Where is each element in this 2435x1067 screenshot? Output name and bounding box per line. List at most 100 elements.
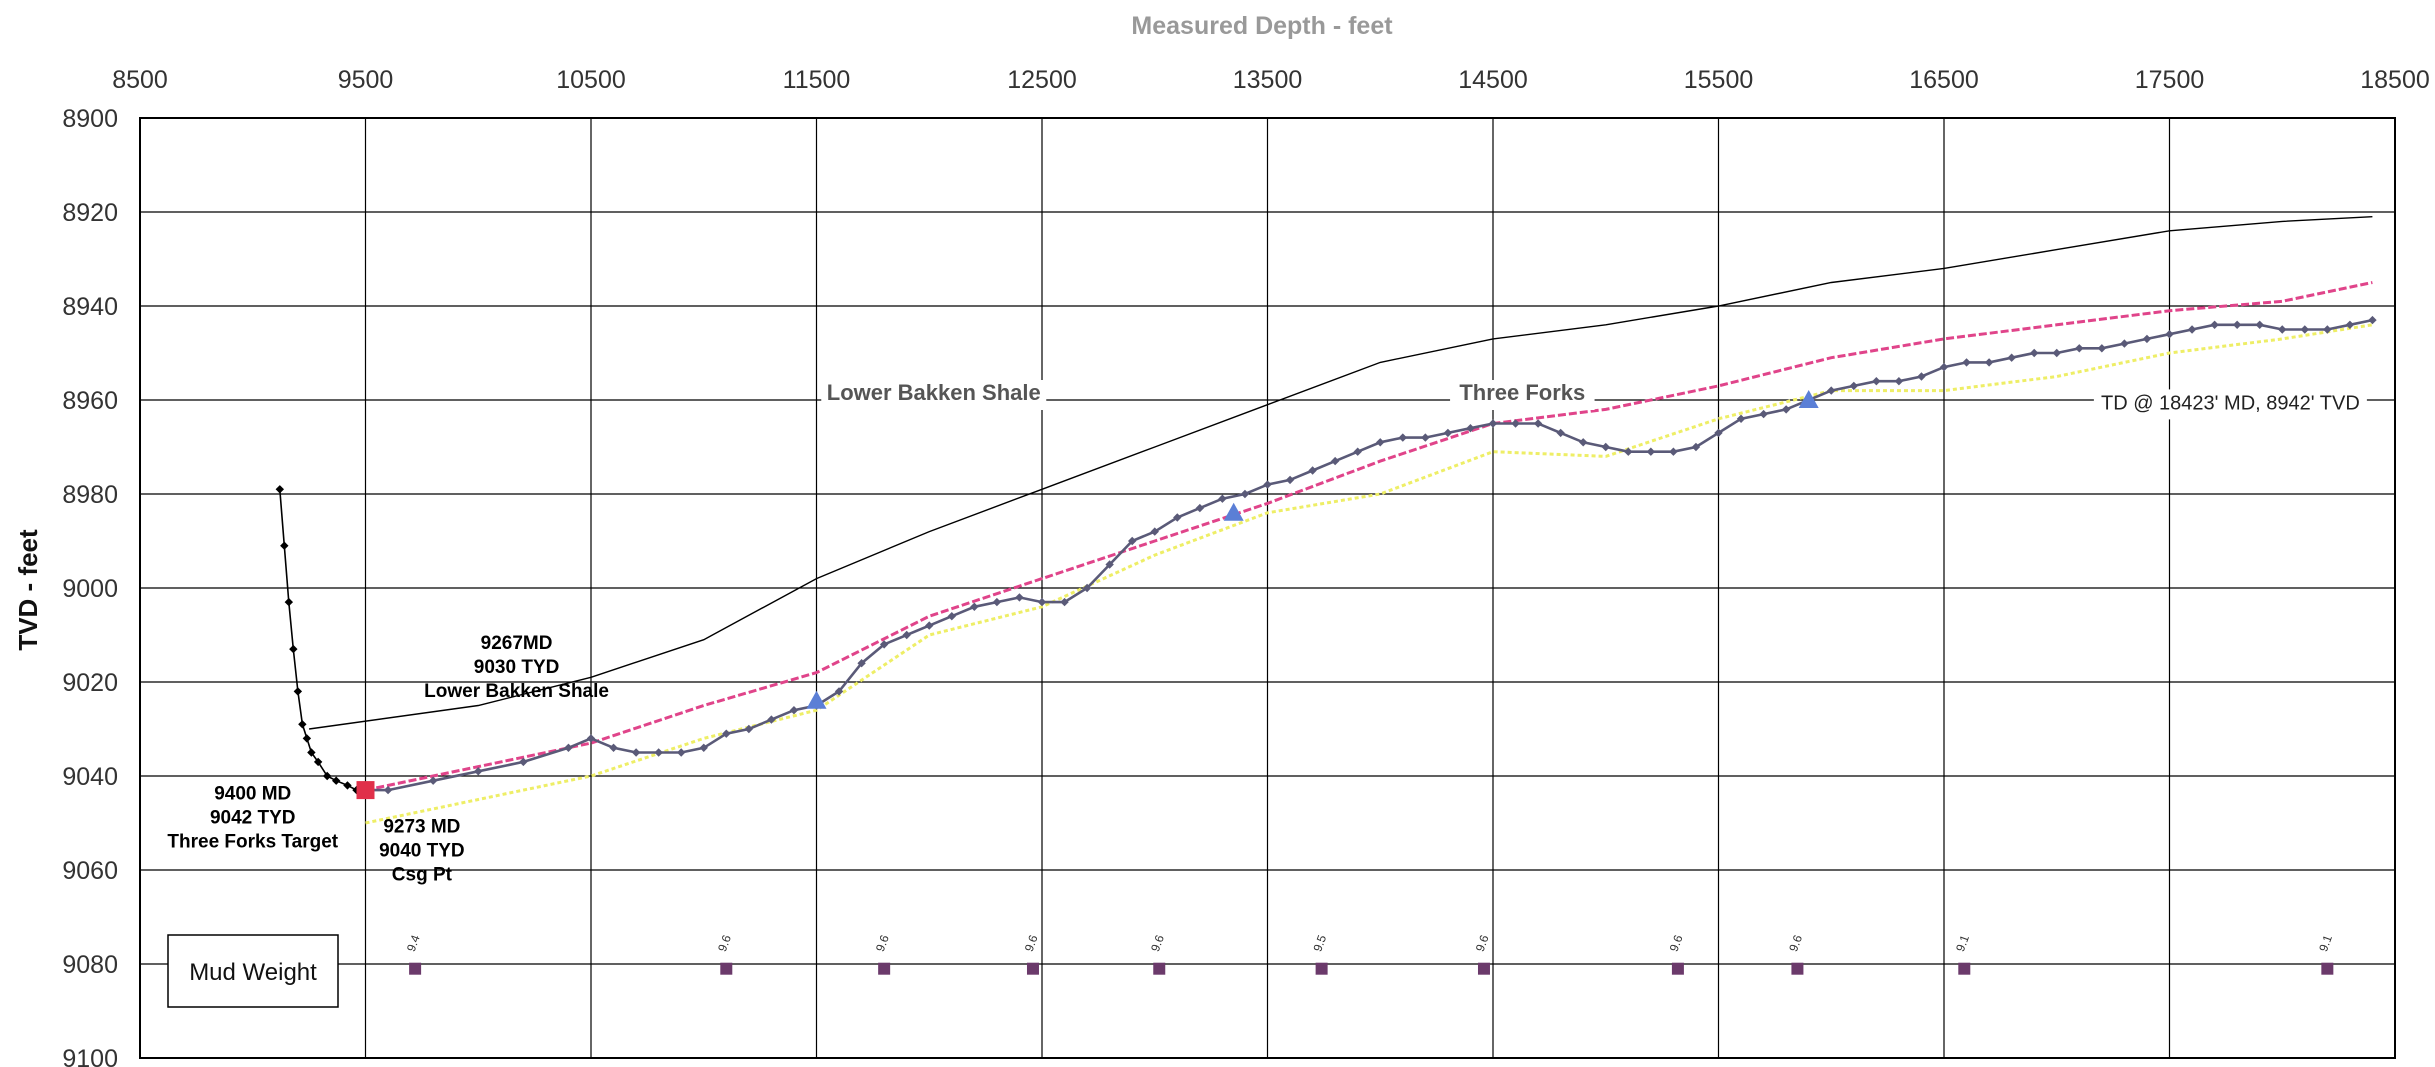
mud-weight-legend-label: Mud Weight <box>189 959 317 986</box>
data-point-wellbore <box>428 776 438 785</box>
data-point-wellbore <box>2345 320 2355 329</box>
x-tick-label: 8500 <box>112 66 168 94</box>
data-point-wellbore <box>2097 344 2107 353</box>
data-point-wellbore <box>2052 348 2061 358</box>
mud-weight-legend: Mud Weight <box>167 934 339 1008</box>
mud-weight-point <box>1477 962 1490 975</box>
data-point-wellbore <box>2165 330 2174 339</box>
annotation-text: Csg Pt <box>392 864 453 885</box>
data-point-wellbore <box>1015 593 1024 602</box>
mud-weight-value: 9.6 <box>1022 933 1041 954</box>
y-tick-label: 8940 <box>62 293 118 321</box>
data-point-wellbore <box>2030 348 2039 358</box>
data-point-wellbore <box>857 659 866 668</box>
data-point-wellbore <box>722 729 731 738</box>
y-tick-label: 9100 <box>62 1045 118 1067</box>
annotation-background <box>821 380 1047 410</box>
data-point-wellbore <box>1218 494 1227 503</box>
data-point-wellbore <box>564 743 573 752</box>
data-point-wellbore <box>1353 447 1362 456</box>
data-point-wellbore <box>1060 597 1069 607</box>
annotation-text: 9273 MD <box>383 816 460 837</box>
mud-weight-value: 9.5 <box>1310 933 1329 954</box>
data-point-wellbore <box>1443 428 1453 438</box>
data-point-wellbore <box>1849 381 1858 391</box>
data-point-wellbore <box>586 734 596 743</box>
data-point-wellbore <box>1579 438 1588 447</box>
data-point-curve <box>302 734 312 743</box>
data-point-wellbore <box>925 621 934 630</box>
data-point-wellbore <box>1330 456 1340 466</box>
data-point-wellbore <box>1037 597 1047 607</box>
data-point-wellbore <box>2300 325 2309 334</box>
x-tick-label: 17500 <box>2135 66 2205 94</box>
data-point-wellbore <box>970 602 979 611</box>
data-point-curve <box>307 748 316 757</box>
data-point-wellbore <box>654 748 663 757</box>
data-point-wellbore <box>1691 442 1701 452</box>
data-point-wellbore <box>1195 503 1205 513</box>
mud-weight-point <box>878 962 891 975</box>
data-point-wellbore <box>2210 320 2219 329</box>
mud-weight-point <box>1958 962 1971 975</box>
x-tick-label: 9500 <box>338 66 394 94</box>
data-point-wellbore <box>2368 315 2377 325</box>
triangle-marker <box>1223 502 1244 521</box>
mud-weight-point <box>1026 962 1039 975</box>
x-tick-label: 15500 <box>1684 66 1754 94</box>
data-point-curve <box>280 541 289 550</box>
mud-weight-point <box>1153 962 1166 975</box>
mud-weight-value: 9.6 <box>873 933 892 954</box>
data-point-wellbore <box>789 706 799 715</box>
mud-weight-point <box>720 962 733 975</box>
mud-weight-point <box>1315 962 1328 975</box>
data-point-wellbore <box>2255 320 2264 329</box>
x-tick-label: 11500 <box>783 66 851 94</box>
data-point-wellbore <box>1421 433 1430 442</box>
data-point-curve <box>322 771 332 781</box>
mud-weight-point <box>1671 962 1684 975</box>
data-point-wellbore <box>2187 325 2197 334</box>
y-tick-label: 9060 <box>62 857 118 885</box>
y-tick-label: 9080 <box>62 951 118 979</box>
data-point-wellbore <box>1962 358 1971 367</box>
mud-weight-value: 9.4 <box>404 933 423 954</box>
data-point-wellbore <box>1533 419 1543 428</box>
x-tick-label: 14500 <box>1458 66 1528 94</box>
data-point-wellbore <box>2075 344 2084 353</box>
data-point-wellbore <box>519 757 528 767</box>
data-point-wellbore <box>767 715 776 724</box>
mud-weight-value: 9.6 <box>1148 933 1167 954</box>
series-line-pink <box>365 281 2373 792</box>
mud-weight-value: 9.6 <box>1473 933 1492 954</box>
data-point-curve <box>313 757 323 767</box>
data-point-wellbore <box>2142 334 2152 344</box>
mud-weight-value: 9.6 <box>715 933 734 954</box>
square-marker <box>356 781 375 800</box>
annotation-text: 9400 MD <box>214 784 291 805</box>
annotation-text: 9030 TYD <box>474 657 560 678</box>
grid <box>139 117 2396 1059</box>
mud-weight-point <box>2321 962 2334 975</box>
mud-weight-value: 9.6 <box>1667 933 1686 954</box>
data-point-wellbore <box>1736 414 1746 423</box>
data-point-curve <box>331 776 341 785</box>
series-layer <box>275 216 2377 825</box>
data-point-wellbore <box>1939 362 1949 372</box>
y-tick-label: 9020 <box>62 669 118 697</box>
x-tick-label: 16500 <box>1909 66 1979 94</box>
data-point-wellbore <box>1601 442 1610 452</box>
plot-frame <box>139 117 2396 1059</box>
data-point-wellbore <box>1714 428 1723 438</box>
data-point-wellbore <box>1150 527 1159 536</box>
triangle-marker <box>806 690 827 709</box>
x-tick-label: 10500 <box>556 66 626 94</box>
data-point-wellbore <box>1894 377 1904 386</box>
mud-weight-value: 9.1 <box>2316 933 2335 954</box>
data-point-curve <box>289 644 298 654</box>
x-tick-labels: 8500 9500 10500 11500 12500 13500 14500 15500 16… <box>112 66 2430 94</box>
triangle-marker <box>1798 390 1819 408</box>
data-point-curve <box>298 720 307 729</box>
y-tick-label: 9040 <box>62 763 118 791</box>
y-axis-label: TVD - feet <box>13 529 43 651</box>
